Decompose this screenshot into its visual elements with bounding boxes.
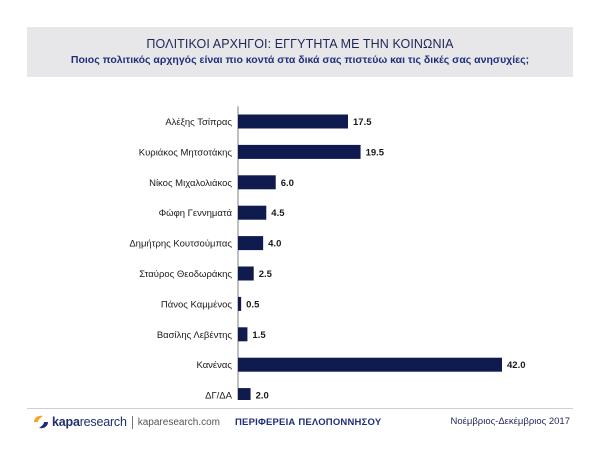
data-label: 19.5 bbox=[366, 147, 385, 158]
logo-word-research: research bbox=[79, 415, 127, 429]
kapa-research-logo: kapa research kaparesearch.com bbox=[33, 413, 220, 431]
category-label: Νίκος Μιχαλολιάκος bbox=[149, 178, 232, 189]
data-label: 4.0 bbox=[268, 239, 281, 250]
bar bbox=[238, 144, 361, 159]
bar bbox=[238, 388, 251, 400]
footer-divider bbox=[27, 408, 573, 409]
kapa-logo-icon bbox=[33, 415, 49, 429]
data-label: 4.5 bbox=[271, 208, 285, 219]
chart-subtitle: Ποιος πολιτικός αρχηγός είναι πιο κοντά … bbox=[70, 54, 530, 66]
chart-header: ΠΟΛΙΤΙΚΟΙ ΑΡΧΗΓΟΙ: ΕΓΓΥΤΗΤΑ ΜΕ ΤΗΝ ΚΟΙΝΩ… bbox=[27, 27, 573, 77]
bar bbox=[238, 296, 242, 311]
bar bbox=[238, 236, 264, 251]
category-label: ΔΓ/ΔΑ bbox=[205, 391, 233, 400]
bar-chart: Αλέξης Τσίπρας 17.5 Κυριάκος Μητσοτάκης 19.… bbox=[129, 106, 526, 400]
bar bbox=[238, 175, 276, 190]
category-label: Φώφη Γεννηματά bbox=[159, 208, 233, 219]
data-label: 0.5 bbox=[246, 299, 260, 310]
bar bbox=[238, 357, 502, 372]
survey-date: Νοέμβριος-Δεκέμβριος 2017 bbox=[450, 416, 570, 427]
data-label: 2.5 bbox=[259, 269, 273, 280]
logo-url: kaparesearch.com bbox=[137, 416, 221, 428]
bar bbox=[238, 327, 248, 342]
bar bbox=[238, 205, 267, 220]
data-label: 2.0 bbox=[256, 391, 269, 400]
chart-title: ΠΟΛΙΤΙΚΟΙ ΑΡΧΗΓΟΙ: ΕΓΓΥΤΗΤΑ ΜΕ ΤΗΝ ΚΟΙΝΩ… bbox=[146, 37, 454, 51]
bar bbox=[238, 266, 254, 281]
category-label: Πάνος Καμμένος bbox=[161, 299, 233, 310]
data-label: 42.0 bbox=[507, 360, 526, 371]
category-label: Σταύρος Θεοδωράκης bbox=[139, 269, 232, 280]
data-label: 17.5 bbox=[353, 117, 372, 128]
logo-word-kapa: kapa bbox=[52, 415, 80, 429]
data-label: 1.5 bbox=[252, 330, 266, 341]
region-label: ΠΕΡΙΦΕΡΕΙΑ ΠΕΛΟΠΟΝΝΗΣΟΥ bbox=[235, 417, 382, 428]
category-label: Κυριάκος Μητσοτάκης bbox=[139, 147, 233, 158]
bar bbox=[238, 114, 348, 129]
category-label: Βασίλης Λεβέντης bbox=[157, 330, 233, 341]
category-label: Αλέξης Τσίπρας bbox=[165, 117, 232, 128]
data-label: 6.0 bbox=[281, 178, 294, 189]
category-label: Δημήτρης Κουτσούμπας bbox=[129, 239, 232, 250]
logo-separator bbox=[131, 415, 133, 429]
category-label: Κανένας bbox=[196, 360, 232, 371]
